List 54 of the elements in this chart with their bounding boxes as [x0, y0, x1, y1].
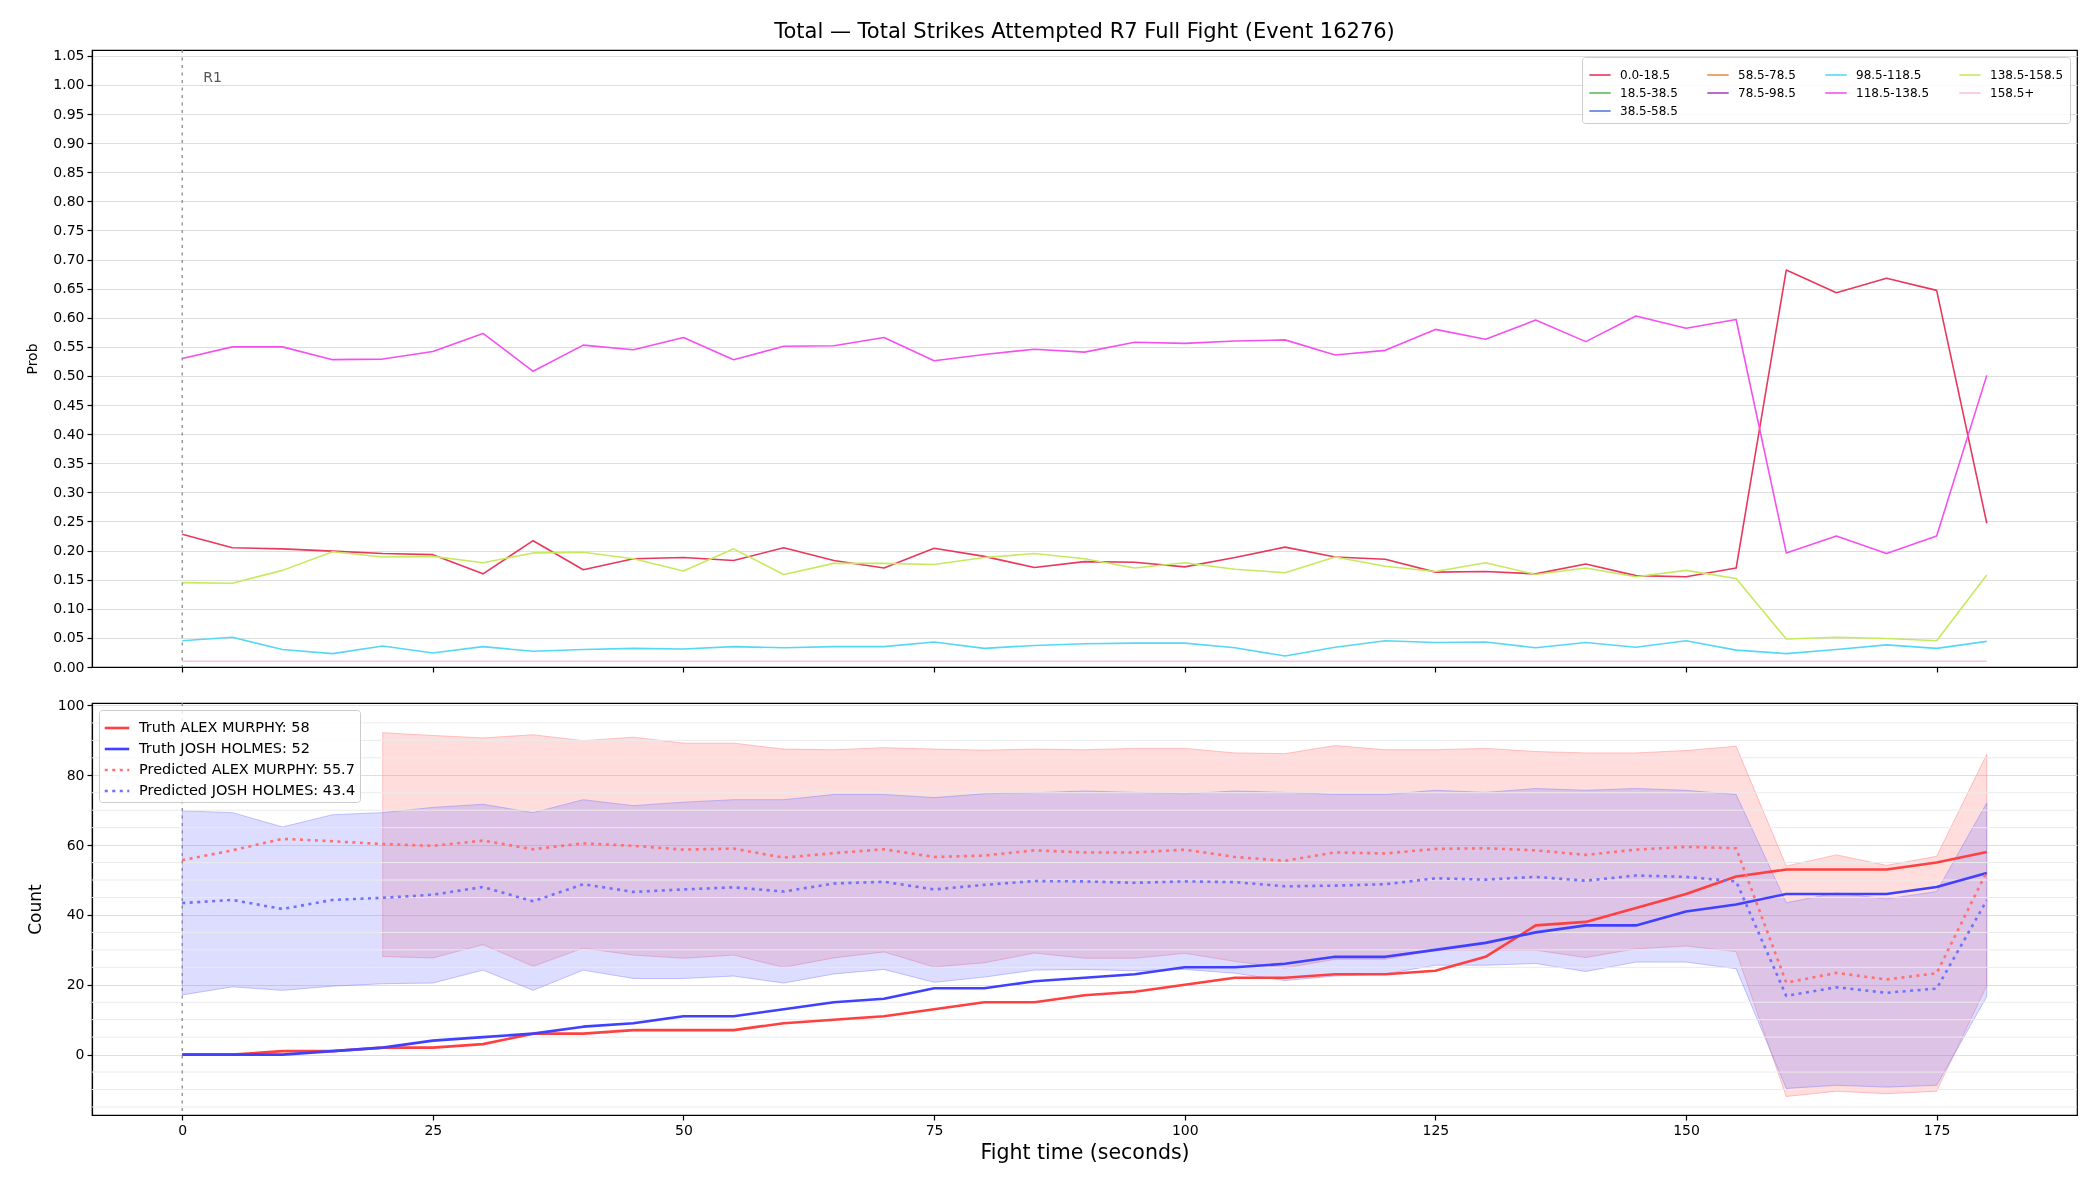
legend-label: 18.5-38.5: [1620, 86, 1678, 100]
legend-label: Predicted JOSH HOLMES: 43.4: [139, 782, 356, 798]
y-tick-label: 0.80: [53, 192, 85, 209]
y-axis-title: Prob: [24, 343, 41, 375]
x-tick-label: 25: [424, 1121, 443, 1138]
y-tick-label: 0.95: [53, 105, 85, 122]
x-tick-label: 100: [1171, 1121, 1199, 1138]
x-tick-label: 75: [925, 1121, 944, 1138]
legend-label: 58.5-78.5: [1738, 68, 1796, 82]
y-tick-label: 0: [75, 1046, 85, 1063]
legend-label: Truth JOSH HOLMES: 52: [138, 740, 310, 756]
y-tick-label: 0.55: [53, 338, 85, 355]
y-tick-label: 20: [66, 976, 85, 993]
y-tick-label: 0.05: [53, 629, 85, 646]
legend-label: 78.5-98.5: [1738, 86, 1796, 100]
y-tick-label: 100: [57, 696, 85, 713]
legend-label: 38.5-58.5: [1620, 104, 1678, 118]
x-tick-label: 125: [1422, 1121, 1450, 1138]
y-tick-label: 1.00: [53, 76, 85, 93]
y-tick-label: 0.65: [53, 280, 85, 297]
y-tick-label: 0.35: [53, 454, 85, 471]
y-tick-label: 0.90: [53, 134, 85, 151]
y-tick-label: 0.60: [53, 309, 85, 326]
y-tick-label: 0.25: [53, 512, 85, 529]
legend-label: 118.5-138.5: [1856, 86, 1930, 100]
y-tick-label: 0.45: [53, 396, 85, 413]
y-tick-label: 0.50: [53, 367, 85, 384]
y-tick-label: 0.85: [53, 163, 85, 180]
y-tick-label: 0.70: [53, 251, 85, 268]
y-tick-label: 40: [66, 906, 85, 923]
legend-label: Truth ALEX MURPHY: 58: [138, 719, 310, 735]
y-tick-label: 0.00: [53, 658, 85, 675]
y-tick-label: 80: [66, 766, 85, 783]
legend-label: 98.5-118.5: [1856, 68, 1922, 82]
y-tick-label: 0.75: [53, 221, 85, 238]
legend-label: Predicted ALEX MURPHY: 55.7: [139, 761, 355, 777]
y-tick-label: 0.40: [53, 425, 85, 442]
legend-label: 138.5-158.5: [1990, 68, 2064, 82]
y-tick-label: 0.10: [53, 600, 85, 617]
chart-title: Total — Total Strikes Attempted R7 Full Fight (Event 16276): [773, 18, 1395, 43]
y-tick-label: 1.05: [53, 47, 85, 64]
x-tick-label: 150: [1673, 1121, 1700, 1138]
x-tick-label: 50: [675, 1121, 693, 1138]
x-tick-label: 0: [178, 1121, 188, 1138]
y-tick-label: 0.15: [53, 571, 85, 588]
y-tick-label: 0.30: [53, 483, 85, 500]
x-tick-label: 175: [1923, 1121, 1951, 1138]
ref-line-label: R1: [203, 69, 222, 85]
x-axis-title: Fight time (seconds): [980, 1139, 1190, 1164]
y-tick-label: 0.20: [53, 542, 85, 559]
legend-label: 158.5+: [1990, 86, 2035, 100]
legend-label: 0.0-18.5: [1620, 68, 1671, 82]
y-tick-label: 60: [66, 836, 85, 853]
y-axis-title: Count: [24, 883, 45, 935]
